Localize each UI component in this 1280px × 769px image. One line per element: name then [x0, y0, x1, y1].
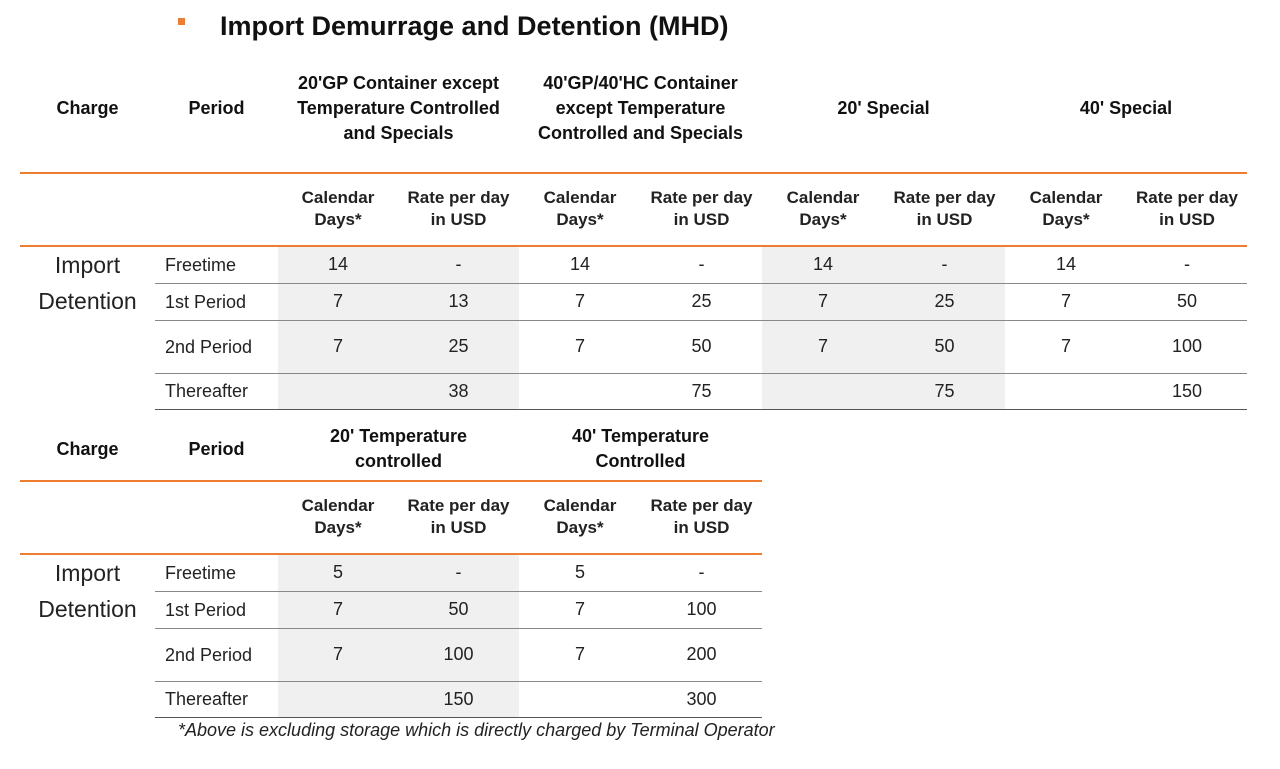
group-header: 40'GP/40'HC Container except Temperature… — [537, 73, 744, 143]
table-cell: - — [455, 562, 462, 582]
header-rule — [20, 172, 1247, 174]
table-cell: 150 — [1171, 380, 1203, 401]
table-cell: 7 — [1060, 336, 1071, 356]
calendar-days-header: Calendar Days* — [543, 495, 617, 537]
table-cell: 150 — [443, 688, 474, 709]
shaded-column — [762, 246, 1005, 409]
rate-header: Rate per day in USD — [650, 187, 753, 229]
period-label: Thereafter — [165, 381, 249, 401]
rate-header: Rate per day in USD — [893, 187, 996, 229]
table-cell: 38 — [448, 380, 469, 401]
group-header: 20' Special — [837, 98, 930, 118]
table-cell — [278, 373, 398, 409]
subheader-rule — [20, 245, 1247, 247]
table-cell: 7 — [332, 644, 343, 664]
period-label: 1st Period — [165, 291, 247, 312]
table-cell: 100 — [443, 644, 474, 664]
title-bullet-icon — [178, 18, 185, 25]
table-cell: - — [698, 562, 705, 582]
rate-header: Rate per day in USD — [650, 495, 753, 537]
shaded-column — [278, 246, 519, 409]
table-cell: 14 — [327, 254, 349, 274]
table-cell: 14 — [812, 254, 834, 274]
rate-header: Rate per day in USD — [407, 187, 510, 229]
table-cell: 100 — [686, 599, 717, 619]
group-header: 20' Temperature controlled — [329, 426, 467, 471]
charge-header: Charge — [56, 98, 119, 118]
table-cell: - — [455, 254, 462, 274]
row-rule — [155, 409, 1247, 410]
table-cell: 7 — [1060, 291, 1071, 311]
row-rule — [155, 283, 1247, 284]
table-cell — [762, 373, 884, 409]
table-cell: 50 — [1176, 291, 1198, 311]
table-cell: 7 — [574, 336, 585, 356]
table-cell: 7 — [332, 336, 343, 356]
period-label: 1st Period — [165, 599, 247, 620]
period-header: Period — [188, 98, 245, 118]
charge-label: Import Detention — [38, 560, 137, 622]
shaded-column — [278, 554, 519, 717]
table-cell: - — [698, 254, 705, 274]
row-rule — [155, 681, 762, 682]
period-header: Period — [188, 438, 245, 459]
table-cell: 7 — [332, 599, 343, 619]
table-cell: 7 — [574, 644, 585, 664]
period-label: Freetime — [165, 254, 237, 275]
charge-header: Charge — [56, 438, 119, 459]
table-cell: 100 — [1171, 336, 1203, 356]
calendar-days-header: Calendar Days* — [1029, 187, 1103, 229]
rate-header: Rate per day in USD — [1135, 187, 1239, 229]
calendar-days-header: Calendar Days* — [301, 495, 375, 537]
table-cell: 7 — [574, 599, 585, 619]
page-title: Import Demurrage and Detention (MHD) — [220, 11, 729, 41]
calendar-days-header: Calendar Days* — [543, 187, 617, 229]
table-cell: 7 — [817, 336, 828, 356]
period-label: 2nd Period — [165, 336, 253, 357]
group-header: 40' Temperature Controlled — [571, 426, 709, 471]
table-cell: 50 — [934, 336, 955, 356]
table-cell: 300 — [686, 688, 717, 709]
table-cell — [519, 373, 641, 409]
group-header: 40' Special — [1079, 98, 1173, 118]
table-cell: 7 — [332, 291, 343, 311]
table-cell — [1005, 373, 1127, 409]
row-rule — [155, 591, 762, 592]
row-rule — [155, 373, 1247, 374]
table-cell: 50 — [691, 336, 712, 356]
table-cell: 13 — [448, 291, 469, 311]
table-cell: - — [941, 254, 948, 274]
header-rule — [20, 480, 762, 482]
table-cell: - — [1184, 254, 1190, 274]
rate-header: Rate per day in USD — [407, 495, 510, 537]
table-cell: 200 — [686, 644, 717, 664]
calendar-days-header: Calendar Days* — [301, 187, 375, 229]
period-label: Freetime — [165, 562, 237, 583]
table-cell — [519, 681, 641, 717]
charge-label: Import Detention — [38, 252, 137, 314]
table-cell: 5 — [574, 562, 585, 582]
table-cell: 14 — [1055, 254, 1077, 274]
period-label: Thereafter — [165, 689, 249, 709]
table-cell: 25 — [934, 291, 955, 311]
footnote: *Above is excluding storage which is dir… — [178, 720, 775, 740]
table-cell: 5 — [332, 562, 343, 582]
table-cell: 75 — [691, 380, 712, 401]
row-rule — [155, 320, 1247, 321]
table-cell: 25 — [691, 291, 712, 311]
calendar-days-header: Calendar Days* — [786, 187, 860, 229]
table-cell: 14 — [569, 254, 591, 274]
group-header: 20'GP Container except Temperature Contr… — [297, 73, 500, 143]
subheader-rule — [20, 553, 762, 555]
table-cell: 50 — [448, 599, 469, 619]
row-rule — [155, 717, 762, 718]
row-rule — [155, 628, 762, 629]
table-cell: 75 — [934, 380, 955, 401]
table-cell — [278, 681, 398, 717]
table-cell: 7 — [574, 291, 585, 311]
table-cell: 25 — [448, 336, 469, 356]
period-label: 2nd Period — [165, 644, 253, 665]
table-cell: 7 — [817, 291, 828, 311]
